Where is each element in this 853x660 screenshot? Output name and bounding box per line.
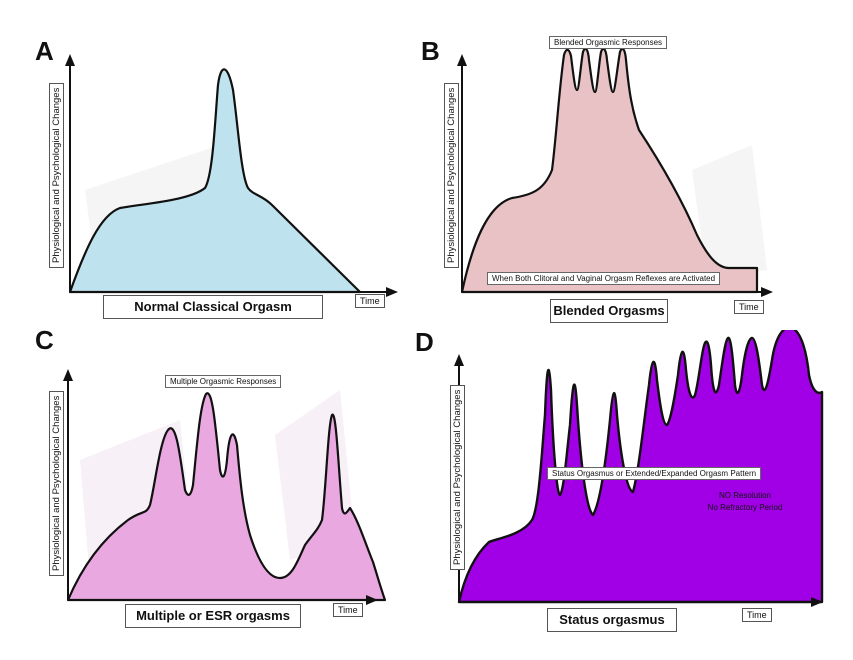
panel-b-curve	[460, 47, 759, 294]
x-axis-label: Time	[734, 300, 764, 314]
panel-d-graph	[454, 330, 824, 607]
panel-b-title: Blended Orgasms	[550, 299, 668, 323]
panel-d-curve	[457, 330, 824, 604]
panel-d: D Physiological and Psychological Change…	[415, 327, 853, 660]
panel-a-letter: A	[35, 36, 54, 66]
panel-b-letter: B	[421, 36, 440, 66]
x-axis-label: Time	[742, 608, 772, 622]
y-axis-label: Physiological and Psychological Changes	[49, 82, 64, 268]
x-axis-label: Time	[333, 603, 363, 617]
panel-a-curve	[68, 68, 362, 294]
panel-d-mid-note: Status Orgasmus or Extended/Expanded Org…	[547, 467, 762, 480]
x-axis-label: Time	[355, 294, 385, 308]
panel-a-graph	[65, 54, 398, 297]
panel-a: A Physiological and Psychological Change…	[0, 0, 426, 330]
panel-b-graph	[457, 47, 773, 297]
panel-d-title: Status orgasmus	[547, 608, 677, 632]
y-axis-label: Physiological and Psychological Changes	[450, 384, 465, 570]
panel-c-graph	[63, 369, 387, 605]
panel-c-letter: C	[35, 325, 54, 355]
y-axis-label: Physiological and Psychological Changes	[444, 82, 459, 268]
panel-d-note-line2: No Refractory Period	[707, 503, 783, 512]
panel-a-title: Normal Classical Orgasm	[103, 295, 323, 319]
panel-d-note-line1: NO Resolution	[718, 491, 772, 500]
panel-b-bottom-note: When Both Clitoral and Vaginal Orgasm Re…	[487, 272, 721, 285]
panel-b-top-note: Blended Orgasmic Responses	[549, 36, 668, 49]
panel-d-letter: D	[415, 327, 434, 357]
panel-c: C Physiological and Psychological Change…	[0, 325, 426, 660]
panel-c-curve	[66, 392, 387, 602]
panel-b: B Physiological and Psychological Change…	[421, 0, 853, 330]
y-axis-label: Physiological and Psychological Changes	[49, 390, 64, 576]
panel-c-title: Multiple or ESR orgasms	[125, 604, 301, 628]
panel-c-top-note: Multiple Orgasmic Responses	[165, 375, 282, 388]
